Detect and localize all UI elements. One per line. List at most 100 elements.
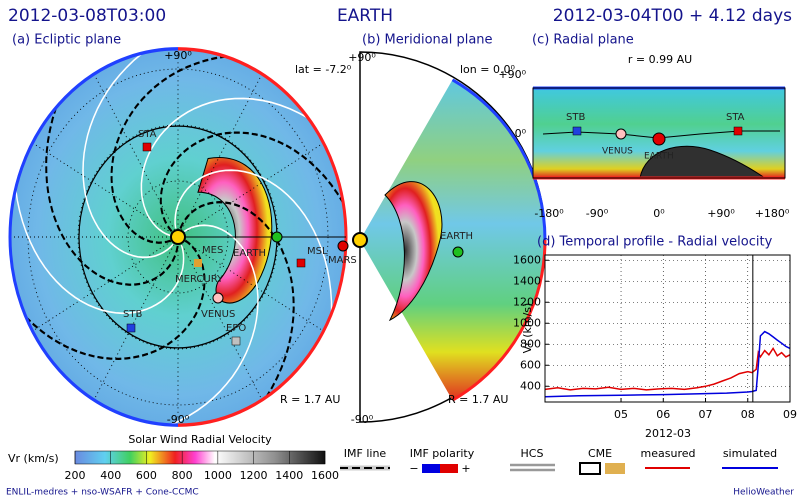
footer-right: HelioWeather xyxy=(733,488,794,498)
x-tick-label: 09 xyxy=(783,408,797,421)
radius-label: R = 1.7 AU xyxy=(280,393,340,406)
hcs-line xyxy=(140,97,309,237)
y-tick-label: 1200 xyxy=(513,295,541,308)
legend-cme xyxy=(579,462,601,475)
legend-label: + xyxy=(461,462,470,475)
legend-label: − xyxy=(409,462,418,475)
venus-marker xyxy=(212,292,224,304)
radial-frame xyxy=(532,87,786,179)
sun xyxy=(170,229,186,245)
body-label: EARTH xyxy=(233,248,266,259)
body-label: VENUS xyxy=(602,147,633,157)
colorbar xyxy=(74,450,326,465)
panel-title: (d) Temporal profile - Radial velocity xyxy=(537,235,773,250)
legend-label: CME xyxy=(588,447,612,460)
y-tick-label: 800 xyxy=(520,337,541,350)
body-label: MERCURY xyxy=(175,274,224,285)
x-axis-label: +180⁰ xyxy=(755,207,790,220)
series-line xyxy=(544,330,791,398)
run: 2012-03-04T00 + 4.12 days xyxy=(553,6,792,26)
earth-marker xyxy=(271,231,283,243)
y-tick-label: 1600 xyxy=(513,253,541,266)
body-label: MES xyxy=(202,245,223,256)
lat-label: lat = -7.2⁰ xyxy=(295,63,352,76)
x-axis-label: +90⁰ xyxy=(707,207,735,220)
stb-marker xyxy=(572,126,582,136)
meridional-edge-blue xyxy=(451,78,547,241)
y-tick-label: 400 xyxy=(520,379,541,392)
colorbar-tick-label: 200 xyxy=(65,469,86,482)
panel-title: (a) Ecliptic plane xyxy=(12,33,121,48)
x-tick-label: 08 xyxy=(741,408,755,421)
bottom-label: -90⁰ xyxy=(351,413,374,426)
hcs-line xyxy=(170,224,259,426)
lon-label: lon = 0.0⁰ xyxy=(460,63,515,76)
sta-marker xyxy=(142,142,152,152)
y-axis-label: +90⁰ xyxy=(498,68,526,81)
body-label: EARTH xyxy=(644,152,674,162)
legend-label: HCS xyxy=(521,447,544,460)
x-tick-label: 07 xyxy=(699,408,713,421)
imf-line xyxy=(179,201,295,398)
cme xyxy=(384,181,443,322)
legend-label: IMF polarity xyxy=(410,447,475,460)
target: EARTH xyxy=(337,6,393,26)
hcs-line xyxy=(14,188,185,315)
imf-line xyxy=(110,55,226,244)
body-label: MARS xyxy=(328,255,357,266)
panel-title: (b) Meridional plane xyxy=(362,33,493,48)
hcs-line xyxy=(174,169,333,314)
colorbar-tick-label: 600 xyxy=(136,469,157,482)
body-label: VENUS xyxy=(201,309,235,320)
imf-line xyxy=(159,131,345,233)
plot-frame xyxy=(545,255,790,402)
cme xyxy=(639,145,767,179)
series-line xyxy=(544,346,791,391)
y-axis-label: 0⁰ xyxy=(515,127,527,140)
x-axis-label: -180⁰ xyxy=(534,207,564,220)
top-label: +90⁰ xyxy=(164,49,192,62)
earth-marker xyxy=(652,132,666,146)
y-axis-title: Vr (km/s) xyxy=(521,303,534,354)
bottom-label: -90⁰ xyxy=(167,413,190,426)
time: 2012-03-08T03:00 xyxy=(8,6,166,26)
body-label: STB xyxy=(566,112,585,123)
stb-marker xyxy=(126,323,136,333)
meridional-edge-red xyxy=(451,239,547,402)
mes-marker xyxy=(194,259,202,267)
msl-marker xyxy=(296,258,306,268)
colorbar-tick-label: 800 xyxy=(172,469,193,482)
colorbar-unit: Vr (km/s) xyxy=(8,452,59,465)
plot-border xyxy=(544,254,791,403)
radius-label: r = 0.99 AU xyxy=(628,53,692,66)
panel-title: (c) Radial plane xyxy=(532,33,634,48)
body-label: EARTH xyxy=(440,231,473,242)
y-tick-label: 1400 xyxy=(513,274,541,287)
x-axis-label: -90⁰ xyxy=(586,207,609,220)
colorbar-tick-label: 1200 xyxy=(240,469,268,482)
earth-marker xyxy=(452,246,464,258)
legend-polarity-neg xyxy=(422,464,440,473)
colorbar-title: Solar Wind Radial Velocity xyxy=(128,433,272,446)
sun xyxy=(352,232,368,248)
body-label: STB xyxy=(123,309,142,320)
body-label: MSL xyxy=(307,246,328,257)
x-axis-title: 2012-03 xyxy=(645,427,691,440)
y-tick-label: 1000 xyxy=(513,316,541,329)
body-label: STA xyxy=(726,112,745,123)
top-label: +90⁰ xyxy=(348,51,376,64)
body-label: STA xyxy=(138,129,157,140)
y-tick-label: 600 xyxy=(520,358,541,371)
x-tick-label: 06 xyxy=(656,408,670,421)
hcs-line xyxy=(82,52,174,259)
imf-line xyxy=(25,239,206,360)
venus-marker xyxy=(615,128,627,140)
legend-label: IMF line xyxy=(344,447,387,460)
body-label: EPO xyxy=(226,323,246,334)
colorbar-tick-label: 1600 xyxy=(311,469,339,482)
radius-label: R = 1.7 AU xyxy=(448,393,508,406)
colorbar-tick-label: 400 xyxy=(100,469,121,482)
sta-marker xyxy=(733,126,743,136)
legend-cme-fill xyxy=(605,463,625,474)
